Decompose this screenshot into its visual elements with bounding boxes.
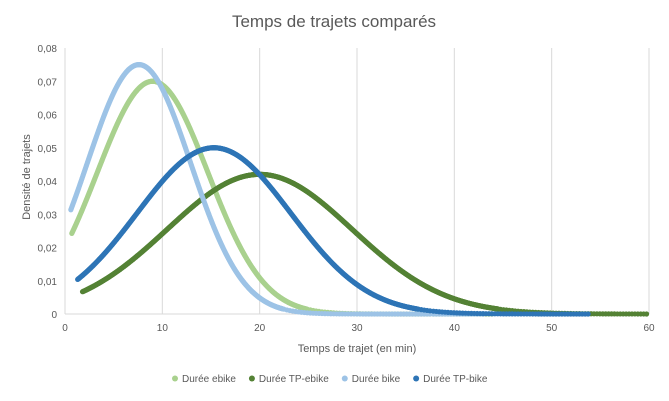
legend: Durée ebike Durée TP-ebike Durée bike Durée… — [172, 374, 488, 385]
data-point — [585, 311, 591, 317]
y-tick-label: 0,02 — [38, 244, 58, 255]
legend-item: Durée bike — [341, 374, 401, 385]
series-3 — [68, 62, 486, 317]
legend-item: Durée ebike — [172, 374, 236, 385]
legend-label: Durée ebike — [182, 374, 236, 385]
legend-label: Durée bike — [352, 374, 401, 385]
x-tick-label: 50 — [546, 323, 558, 334]
y-tick-label: 0,03 — [38, 210, 58, 221]
legend-marker — [341, 375, 348, 382]
legend-marker — [248, 375, 255, 382]
legend-item: Durée TP-bike — [413, 374, 488, 385]
x-tick-label: 40 — [449, 323, 461, 334]
y-tick-label: 0,08 — [38, 44, 58, 55]
y-tick-label: 0 — [51, 310, 57, 321]
x-tick-label: 10 — [157, 323, 169, 334]
axes: 0 10 20 30 40 50 60 0 0,01 0,02 0,03 0,04 0,05 0,06 0,… — [38, 44, 655, 334]
x-axis-label: Temps de trajet (en min) — [298, 343, 417, 355]
x-tick-label: 0 — [62, 323, 68, 334]
series-1 — [69, 78, 495, 317]
y-tick-label: 0,05 — [38, 144, 58, 155]
y-tick-label: 0,01 — [38, 277, 58, 288]
y-tick-label: 0,06 — [38, 111, 58, 122]
y-tick-label: 0,07 — [38, 77, 58, 88]
series-4 — [75, 145, 591, 317]
gridlines — [161, 48, 650, 314]
x-tick-label: 30 — [351, 323, 363, 334]
legend-item: Durée TP-ebike — [248, 374, 329, 385]
chart-title: Temps de trajets comparés — [232, 12, 436, 31]
y-axis-label: Densité de trajets — [21, 134, 33, 220]
plot-area — [68, 62, 650, 317]
y-tick-label: 0,04 — [38, 177, 58, 188]
series-2 — [79, 171, 650, 317]
legend-marker — [413, 375, 420, 382]
data-point — [643, 311, 650, 317]
legend-marker — [172, 375, 178, 382]
x-tick-label: 60 — [643, 323, 655, 334]
legend-label: Durée TP-bike — [423, 374, 488, 385]
legend-label: Durée TP-ebike — [259, 374, 329, 385]
x-tick-label: 20 — [254, 323, 266, 334]
